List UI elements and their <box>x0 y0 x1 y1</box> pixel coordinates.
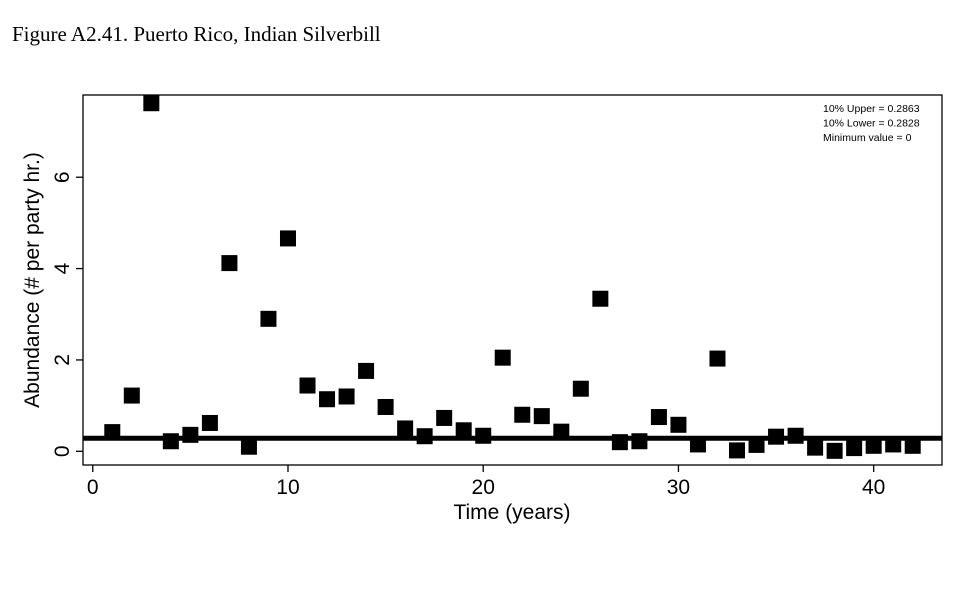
data-point <box>592 290 609 307</box>
x-tick-label: 10 <box>276 476 299 499</box>
data-point <box>299 377 316 394</box>
data-point <box>865 437 882 454</box>
data-point <box>572 380 589 397</box>
data-point <box>904 437 921 454</box>
x-tick-label: 20 <box>472 476 495 499</box>
data-point <box>436 409 453 426</box>
annotation-text: Minimum value = 0 <box>823 132 912 144</box>
data-point <box>553 423 570 440</box>
x-axis-label: Time (years) <box>453 501 570 524</box>
data-point <box>709 350 726 367</box>
data-point <box>143 95 160 112</box>
x-tick-label: 0 <box>87 476 99 499</box>
data-point <box>514 406 531 423</box>
data-point <box>807 439 824 456</box>
x-tick-label: 40 <box>862 476 885 499</box>
data-point <box>787 427 804 444</box>
data-point <box>104 424 121 441</box>
y-axis-label: Abundance (# per party hr.) <box>21 152 44 408</box>
data-point <box>729 442 746 459</box>
data-point <box>494 349 511 366</box>
data-point <box>123 387 140 404</box>
data-point <box>338 388 355 405</box>
data-point <box>319 391 336 408</box>
data-point <box>240 438 257 455</box>
data-point <box>631 433 648 450</box>
data-point <box>533 408 550 425</box>
data-point <box>182 426 199 443</box>
annotation-text: 10% Lower = 0.2828 <box>823 118 920 130</box>
data-point <box>885 436 902 453</box>
x-tick-label: 30 <box>667 476 690 499</box>
data-point <box>650 409 667 426</box>
annotation-text: 10% Upper = 0.2863 <box>823 103 920 115</box>
data-point <box>689 436 706 453</box>
data-point <box>455 422 472 439</box>
data-point <box>260 310 277 327</box>
data-point <box>162 433 179 450</box>
data-point <box>475 427 492 444</box>
plot-frame <box>82 94 943 466</box>
data-point <box>611 434 628 451</box>
data-point <box>748 436 765 453</box>
data-point <box>670 416 687 433</box>
data-point <box>377 398 394 415</box>
y-tick-label: 4 <box>51 262 74 274</box>
data-point <box>416 428 433 445</box>
y-tick-label: 6 <box>51 171 74 183</box>
data-point <box>826 442 843 459</box>
data-point <box>358 362 375 379</box>
data-point <box>768 428 785 445</box>
data-point <box>279 230 296 247</box>
data-point <box>201 414 218 431</box>
figure-title: Figure A2.41. Puerto Rico, Indian Silver… <box>12 22 381 46</box>
data-point <box>221 255 238 272</box>
y-tick-label: 0 <box>51 445 74 457</box>
data-point <box>397 420 414 437</box>
y-tick-label: 2 <box>51 354 74 366</box>
data-point <box>846 440 863 457</box>
